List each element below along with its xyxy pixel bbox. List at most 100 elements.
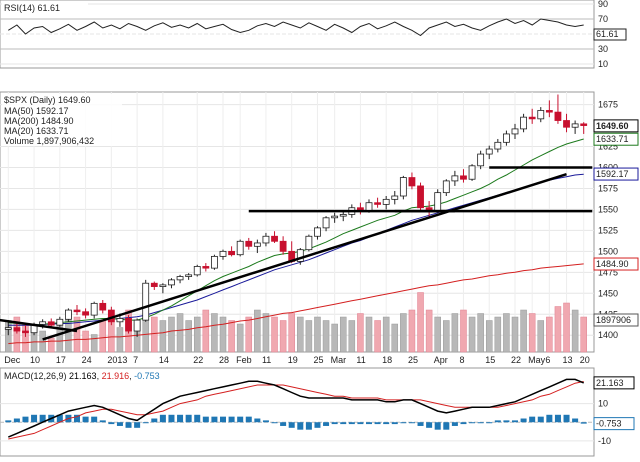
macd-hist-bar <box>537 416 544 423</box>
candle-body <box>374 202 381 205</box>
macd-value-badges: 21.163 -0.753 <box>593 376 635 431</box>
macd-hist-bar <box>22 416 29 423</box>
volume-bar <box>365 316 373 353</box>
candle-body <box>202 266 210 269</box>
price-value-badges: 1649.60 1633.71 1592.17 1484.90 1897906 <box>593 119 639 327</box>
volume-bar <box>262 313 270 353</box>
candle-body <box>322 217 330 229</box>
x-tick-label: 11 <box>356 355 365 365</box>
candle-body <box>511 128 519 135</box>
candle-body <box>82 311 89 316</box>
price-tick-label: 1475 <box>598 267 618 277</box>
volume-bar <box>245 316 253 353</box>
volume-bar <box>563 302 570 353</box>
price-tick-label: 1500 <box>598 246 618 256</box>
volume-bar <box>193 316 201 353</box>
support-lines <box>0 166 593 341</box>
candle-body <box>545 110 553 113</box>
candle-body <box>520 116 527 130</box>
x-tick-label: 19 <box>288 355 298 365</box>
legend-ma200: MA(200) 1484.90 <box>4 116 74 126</box>
volume-bar <box>391 323 399 353</box>
volume-bar <box>211 313 218 353</box>
value-badge-text: 1592.17 <box>596 169 629 179</box>
volume-bar <box>73 316 81 353</box>
macd-hist-bar <box>168 414 175 423</box>
candle-body <box>382 198 390 205</box>
candle-body <box>159 284 167 287</box>
support-line <box>42 173 567 341</box>
candle-body <box>296 249 304 262</box>
candle-body <box>193 266 201 276</box>
volume-bar <box>116 327 124 353</box>
candle-body <box>150 282 158 287</box>
macd-hist-bar <box>211 416 218 423</box>
macd-hist-bar <box>177 414 184 423</box>
macd-hist-bar <box>417 422 424 426</box>
macd-hist-bar <box>400 422 407 424</box>
candle-body <box>494 141 502 150</box>
macd-hist-bar <box>331 422 338 425</box>
volume-bar <box>443 320 450 353</box>
volume-bar <box>520 309 527 353</box>
macd-hist-bar <box>451 422 458 426</box>
legend-volume: Volume 1,897,906,432 <box>4 136 94 146</box>
macd-tick-label: 10 <box>598 399 608 409</box>
candle-body <box>142 282 150 321</box>
x-tick-label: 10 <box>30 355 40 365</box>
price-legend: $SPX (Daily) 1649.60 MA(50) 1592.17 MA(2… <box>2 94 122 146</box>
x-tick-label: 14 <box>159 355 169 365</box>
volume-bar <box>159 320 167 353</box>
macd-hist-bar <box>194 414 201 423</box>
value-badge <box>593 167 639 181</box>
macd-hist-bar <box>314 422 321 428</box>
macd-hist-bar <box>494 420 501 423</box>
candle-body <box>331 215 339 219</box>
macd-label-signal: 21.916 <box>102 371 130 381</box>
macd-hist-bar <box>477 422 484 424</box>
macd-hist-bar <box>297 422 304 430</box>
macd-hist-bar <box>323 422 330 426</box>
macd-line <box>8 378 584 438</box>
macd-hist-bar <box>408 422 415 424</box>
macd-hist-bar <box>511 420 519 423</box>
x-tick-label: 8 <box>459 355 464 365</box>
volume-bar <box>494 316 502 353</box>
rsi-tick-label: 10 <box>598 59 608 69</box>
candle-body <box>563 120 570 128</box>
macd-hist-bar <box>503 420 510 423</box>
value-badge <box>593 313 639 327</box>
value-badge <box>593 257 639 271</box>
candle-body <box>73 309 81 313</box>
price-tick-label: 1550 <box>598 204 618 214</box>
rsi-panel: 9070503010 RSI(14) 61.61 61.61 <box>0 0 627 69</box>
x-tick-label: May <box>528 355 546 365</box>
value-badge <box>593 132 639 146</box>
volume-bar <box>417 292 424 353</box>
x-tick-label: 15 <box>485 355 495 365</box>
x-tick-label: 22 <box>511 355 521 365</box>
macd-hist-bar <box>348 422 355 425</box>
candle-body <box>580 123 588 126</box>
macd-value-badge-text: 21.163 <box>596 378 624 388</box>
candle-body <box>271 235 278 242</box>
price-tick-label: 1400 <box>598 330 618 340</box>
macd-hist-bar <box>31 414 38 423</box>
macd-hist-bar <box>116 422 123 426</box>
macd-hist-bar <box>151 418 158 423</box>
macd-hist-bar <box>280 422 287 426</box>
value-badge-text: 1633.71 <box>596 134 629 144</box>
legend-ma20: MA(20) 1633.71 <box>4 126 69 136</box>
volume-bar <box>451 313 459 353</box>
x-tick-label: 2013 <box>107 355 127 365</box>
macd-hist-bar <box>426 422 433 428</box>
macd-tick-label: -10 <box>598 436 611 446</box>
macd-hist-bar <box>262 420 269 423</box>
volume-bar <box>571 309 579 353</box>
macd-label-sep: , <box>97 371 102 381</box>
candle-body <box>185 274 193 277</box>
macd-label-name: MACD(12,26,9) <box>4 371 69 381</box>
volume-bar <box>357 313 364 353</box>
rsi-label: RSI(14) 61.61 <box>4 3 60 13</box>
